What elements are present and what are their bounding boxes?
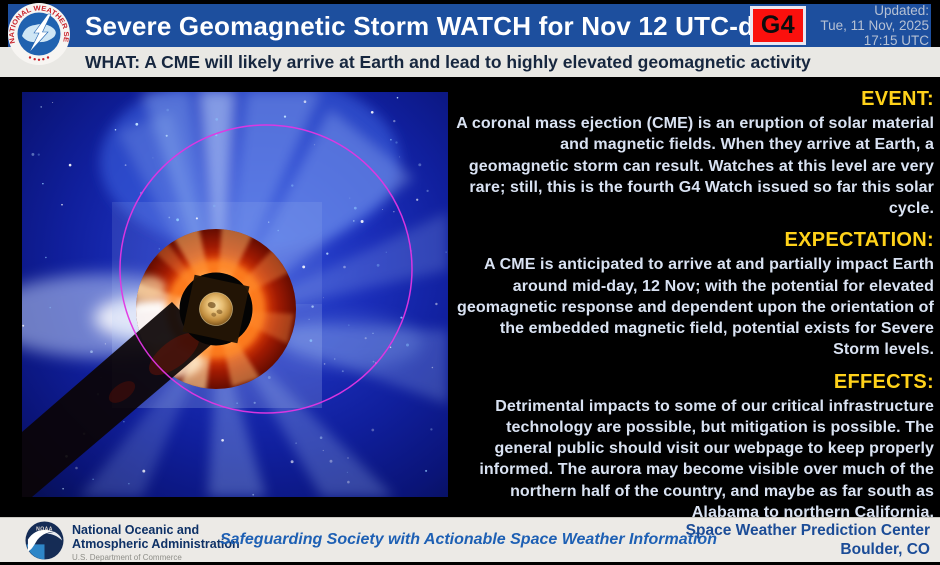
agency-line1: National Oceanic and xyxy=(72,523,200,537)
section-body-expectation: A CME is anticipated to arrive at and pa… xyxy=(457,256,934,359)
office-location: Boulder, CO xyxy=(840,541,930,558)
section-body-effects: Detrimental impacts to some of our criti… xyxy=(479,397,934,521)
agency-line2: Atmospheric Administration xyxy=(72,537,240,551)
section-body-event: A coronal mass ejection (CME) is an erup… xyxy=(456,115,934,218)
updated-date: Tue, 11 Nov, 2025 xyxy=(820,18,929,33)
nws-logo-icon: NATIONAL WEATHER SERVICE xyxy=(4,0,71,66)
what-statement: WHAT: A CME will likely arrive at Earth … xyxy=(85,52,811,72)
tagline: Safeguarding Society with Actionable Spa… xyxy=(220,531,717,548)
section-heading-expectation: EXPECTATION: xyxy=(784,229,934,252)
noaa-logo-icon: NOAA xyxy=(25,521,64,560)
office-name: Space Weather Prediction Center xyxy=(685,522,930,539)
updated-timestamp: Updated: Tue, 11 Nov, 2025 17:15 UTC xyxy=(820,3,929,48)
updated-label: Updated: xyxy=(874,3,929,18)
svg-text:NOAA: NOAA xyxy=(36,526,53,532)
footer-bar: NOAA National Oceanic and Atmospheric Ad… xyxy=(0,517,940,562)
what-bar: WHAT: A CME will likely arrive at Earth … xyxy=(0,47,940,77)
section-heading-event: EVENT: xyxy=(861,88,934,110)
issuing-office: Space Weather Prediction Center Boulder,… xyxy=(686,521,930,559)
section-heading-effects: EFFECTS: xyxy=(833,370,934,393)
agency-department: U.S. Department of Commerce xyxy=(72,553,182,562)
agency-name: National Oceanic and Atmospheric Adminis… xyxy=(72,523,240,562)
info-panel: EVENT: A coronal mass ejection (CME) is … xyxy=(456,88,934,533)
page-title: Severe Geomagnetic Storm WATCH for Nov 1… xyxy=(85,11,784,41)
updated-time: 17:15 UTC xyxy=(863,33,929,48)
g4-scale-badge: G4 xyxy=(750,6,806,45)
cme-coronagraph-image xyxy=(0,72,448,497)
